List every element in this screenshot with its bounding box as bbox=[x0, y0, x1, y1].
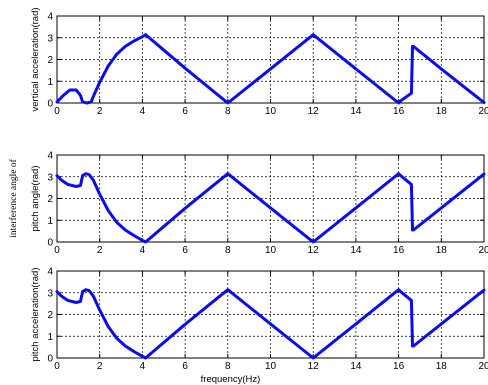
x-tick-label: 20 bbox=[478, 106, 488, 117]
x-tick-label: 14 bbox=[350, 245, 362, 256]
x-tick-label: 8 bbox=[225, 106, 231, 117]
y-tick-label: 2 bbox=[47, 310, 53, 321]
x-tick-label: 6 bbox=[182, 106, 188, 117]
x-tick-label: 4 bbox=[140, 245, 146, 256]
x-tick-label: 10 bbox=[265, 361, 277, 372]
y-tick-label: 2 bbox=[47, 55, 53, 66]
y-tick-label: 3 bbox=[47, 172, 53, 183]
y-tick-label: 0 bbox=[47, 354, 53, 365]
y-tick-label: 1 bbox=[47, 332, 53, 343]
x-tick-label: 8 bbox=[225, 361, 231, 372]
series-line bbox=[55, 288, 486, 360]
x-tick-label: 16 bbox=[393, 245, 405, 256]
x-tick-label: 2 bbox=[97, 106, 103, 117]
y-tick-label: 0 bbox=[47, 238, 53, 249]
y-tick-label: 1 bbox=[47, 216, 53, 227]
x-tick-label: 16 bbox=[393, 106, 405, 117]
y-tick-label: 0 bbox=[47, 99, 53, 110]
series-line bbox=[55, 33, 486, 105]
x-tick-label: 4 bbox=[140, 106, 146, 117]
x-tick-label: 10 bbox=[265, 106, 277, 117]
x-tick-label: 20 bbox=[478, 245, 488, 256]
x-tick-label: 18 bbox=[436, 106, 448, 117]
y-axis-label-extra: interference angle of bbox=[8, 158, 19, 237]
y-tick-label: 2 bbox=[47, 194, 53, 205]
x-tick-label: 16 bbox=[393, 361, 405, 372]
y-axis-label: pitch angle(rad) bbox=[30, 165, 41, 231]
x-tick-label: 8 bbox=[225, 245, 231, 256]
y-tick-label: 3 bbox=[47, 288, 53, 299]
y-tick-label: 4 bbox=[47, 12, 53, 23]
y-tick-label: 4 bbox=[47, 151, 53, 162]
y-axis-label: vertical acceleration(rad) bbox=[30, 7, 41, 111]
y-tick-label: 1 bbox=[47, 77, 53, 88]
x-tick-label: 6 bbox=[182, 361, 188, 372]
x-tick-label: 14 bbox=[350, 361, 362, 372]
x-tick-label: 2 bbox=[97, 361, 103, 372]
x-tick-label: 0 bbox=[54, 361, 60, 372]
y-tick-label: 3 bbox=[47, 33, 53, 44]
x-tick-label: 0 bbox=[54, 106, 60, 117]
x-tick-label: 18 bbox=[436, 245, 448, 256]
x-tick-label: 20 bbox=[478, 361, 488, 372]
series-line bbox=[55, 172, 486, 244]
x-axis-label: frequency(Hz) bbox=[201, 374, 261, 385]
x-tick-label: 12 bbox=[308, 361, 320, 372]
x-tick-label: 12 bbox=[308, 106, 320, 117]
x-tick-label: 18 bbox=[436, 361, 448, 372]
x-tick-label: 6 bbox=[182, 245, 188, 256]
x-tick-label: 12 bbox=[308, 245, 320, 256]
y-axis-label: pitch acceleration(rad) bbox=[30, 268, 41, 362]
x-tick-label: 2 bbox=[97, 245, 103, 256]
x-tick-label: 14 bbox=[350, 106, 362, 117]
x-tick-label: 0 bbox=[54, 245, 60, 256]
x-tick-label: 10 bbox=[265, 245, 277, 256]
x-tick-label: 4 bbox=[140, 361, 146, 372]
y-tick-label: 4 bbox=[47, 267, 53, 278]
